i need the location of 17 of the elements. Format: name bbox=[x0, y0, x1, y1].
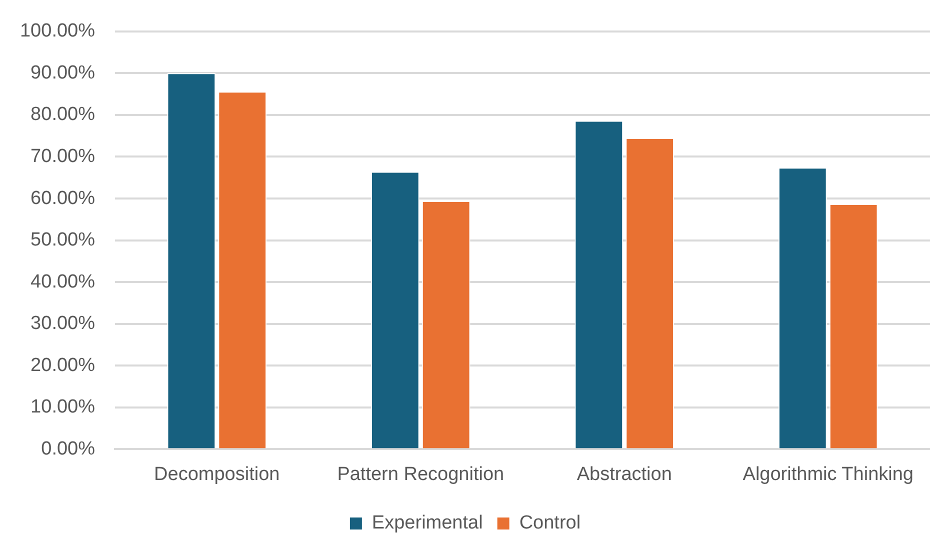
x-tick-label: Pattern Recognition bbox=[337, 464, 504, 485]
x-tick-label: Abstraction bbox=[576, 464, 672, 485]
y-tick-label: 80.00% bbox=[30, 104, 96, 126]
y-tick-label: 40.00% bbox=[30, 271, 96, 292]
x-tick-label: Algorithmic Thinking bbox=[742, 464, 914, 485]
y-tick-label: 30.00% bbox=[30, 313, 96, 334]
y-tick-label: 60.00% bbox=[30, 188, 96, 209]
y-tick-label: 10.00% bbox=[30, 396, 96, 418]
legend-label: Experimental bbox=[372, 512, 483, 534]
y-tick-label: 50.00% bbox=[30, 230, 96, 251]
y-tick-label: 0.00% bbox=[41, 438, 96, 460]
legend-label: Control bbox=[519, 512, 581, 534]
y-tick-label: 70.00% bbox=[30, 146, 96, 167]
y-tick-label: 100.00% bbox=[20, 20, 96, 42]
y-tick-label: 20.00% bbox=[30, 354, 96, 376]
x-tick-label: Decomposition bbox=[154, 464, 280, 485]
y-tick-label: 90.00% bbox=[30, 62, 96, 84]
